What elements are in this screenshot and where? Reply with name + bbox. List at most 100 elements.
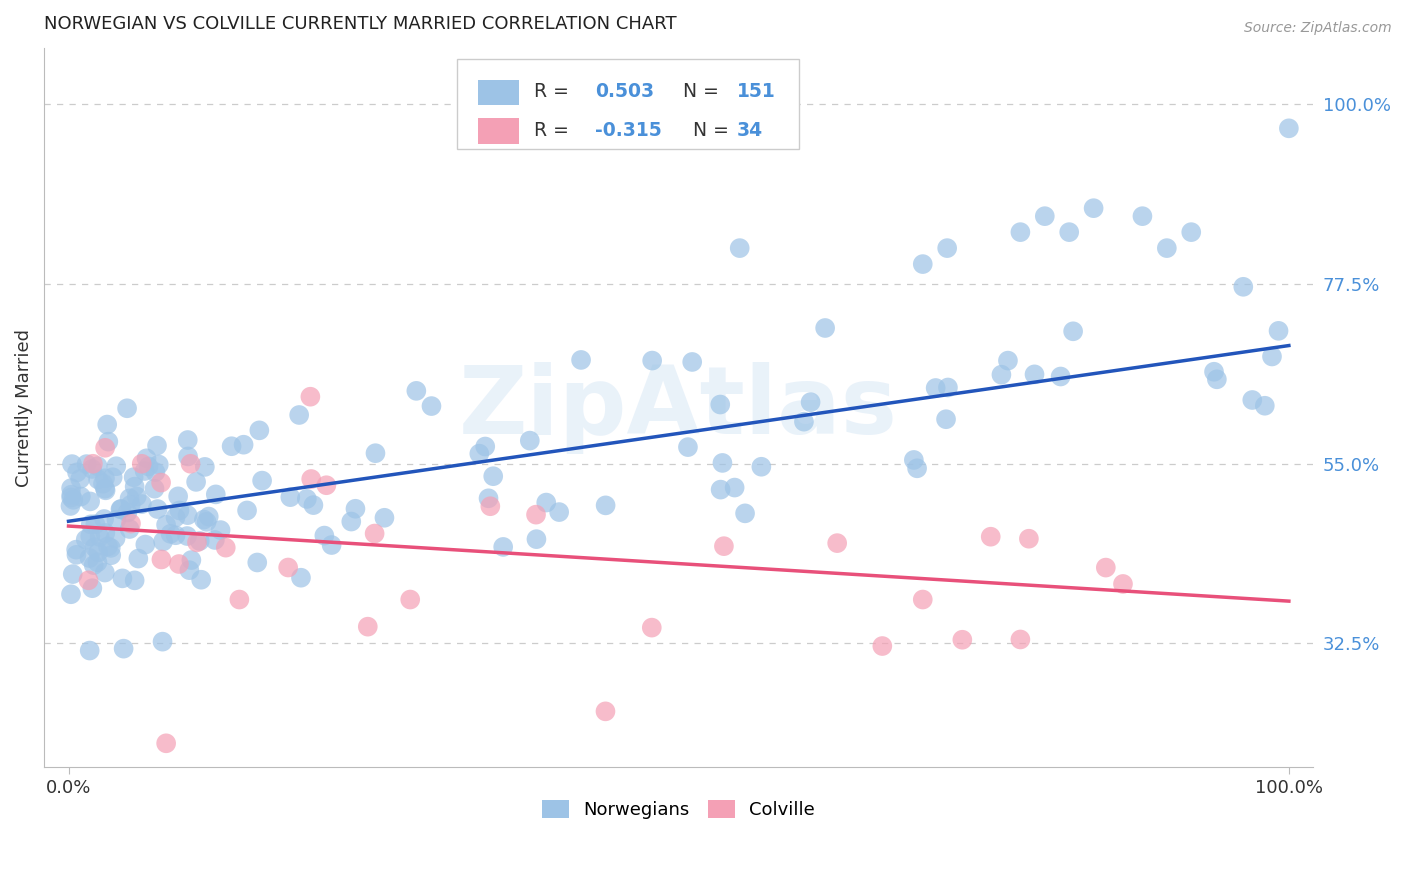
Point <box>96 417 118 432</box>
Point <box>793 415 815 429</box>
Point <box>118 491 141 506</box>
Point <box>94 482 117 496</box>
Point <box>75 533 97 547</box>
FancyBboxPatch shape <box>478 119 519 144</box>
Point <box>66 466 89 480</box>
Point <box>641 621 664 635</box>
Point <box>1024 368 1046 382</box>
Point <box>1033 209 1056 223</box>
Point <box>79 551 101 566</box>
Point <box>814 321 837 335</box>
Point <box>713 539 735 553</box>
Point <box>83 558 105 573</box>
Point <box>950 632 973 647</box>
Point <box>474 440 496 454</box>
Point <box>110 502 132 516</box>
Point <box>94 525 117 540</box>
Point <box>247 423 270 437</box>
Point <box>980 530 1002 544</box>
Point <box>112 641 135 656</box>
Point <box>124 480 146 494</box>
Point <box>122 470 145 484</box>
Point <box>344 501 367 516</box>
Point <box>357 620 380 634</box>
Text: -0.315: -0.315 <box>595 121 662 140</box>
Point <box>209 523 232 537</box>
Point <box>302 498 325 512</box>
Point <box>148 458 170 472</box>
Point <box>197 509 219 524</box>
Point <box>62 492 84 507</box>
Point <box>734 507 756 521</box>
Point <box>60 457 83 471</box>
Point <box>288 408 311 422</box>
Point <box>127 551 149 566</box>
Point <box>1205 372 1227 386</box>
Point <box>911 257 934 271</box>
FancyBboxPatch shape <box>457 59 799 149</box>
Point <box>1018 532 1040 546</box>
Point <box>800 395 823 409</box>
Point <box>479 500 502 514</box>
Point <box>65 548 87 562</box>
Point <box>1132 209 1154 223</box>
Point <box>221 439 243 453</box>
Point <box>1267 324 1289 338</box>
Point <box>111 571 134 585</box>
Point <box>681 355 703 369</box>
Point <box>118 522 141 536</box>
Point <box>176 508 198 523</box>
Point <box>924 381 946 395</box>
Point <box>60 488 83 502</box>
Point <box>1057 225 1080 239</box>
Point <box>101 470 124 484</box>
Point <box>138 459 160 474</box>
Point <box>709 398 731 412</box>
Point <box>115 401 138 416</box>
Point <box>167 557 190 571</box>
Point <box>89 530 111 544</box>
Y-axis label: Currently Married: Currently Married <box>15 329 32 487</box>
Point <box>180 553 202 567</box>
Point <box>278 490 301 504</box>
Point <box>595 704 617 718</box>
Point <box>143 482 166 496</box>
Point <box>204 533 226 547</box>
Point <box>79 529 101 543</box>
Point <box>150 552 173 566</box>
Point <box>1278 121 1301 136</box>
Point <box>180 457 202 471</box>
Point <box>79 643 101 657</box>
Point <box>519 434 541 448</box>
Point <box>100 548 122 562</box>
Point <box>641 353 664 368</box>
Point <box>94 471 117 485</box>
Point <box>468 447 491 461</box>
Point <box>120 516 142 531</box>
Point <box>277 560 299 574</box>
Point <box>482 469 505 483</box>
Point <box>295 491 318 506</box>
Text: NORWEGIAN VS COLVILLE CURRENTLY MARRIED CORRELATION CHART: NORWEGIAN VS COLVILLE CURRENTLY MARRIED … <box>44 15 676 33</box>
Point <box>1062 324 1084 338</box>
Point <box>131 457 153 471</box>
Point <box>195 515 218 529</box>
Point <box>82 581 104 595</box>
Text: R =: R = <box>534 121 575 140</box>
Point <box>110 502 132 516</box>
Point <box>193 512 215 526</box>
Point <box>232 438 254 452</box>
Point <box>69 490 91 504</box>
Point <box>1010 225 1032 239</box>
Point <box>165 528 187 542</box>
Text: ZipAtlas: ZipAtlas <box>460 362 898 454</box>
Point <box>179 563 201 577</box>
Point <box>145 465 167 479</box>
Point <box>405 384 427 398</box>
Text: N =: N = <box>682 121 735 140</box>
Point <box>86 555 108 569</box>
Point <box>936 241 959 255</box>
Point <box>100 541 122 555</box>
Point <box>290 571 312 585</box>
Point <box>1010 632 1032 647</box>
